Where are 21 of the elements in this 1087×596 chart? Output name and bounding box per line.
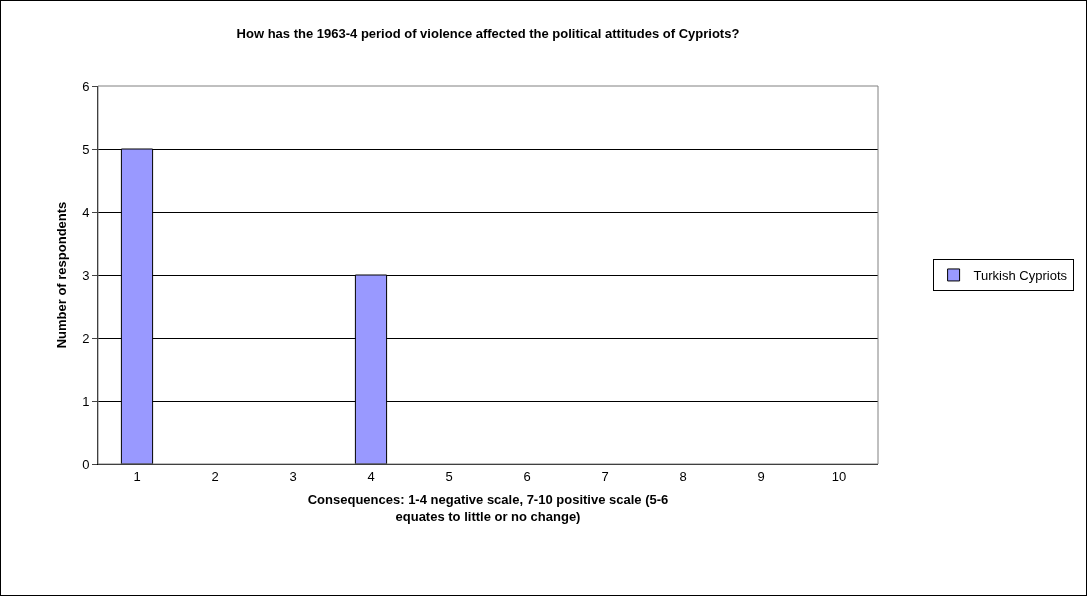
y-tick-label: 6 — [82, 78, 90, 94]
y-tick-label: 0 — [82, 456, 90, 472]
x-tick-label: 5 — [445, 468, 453, 484]
x-tick-label: 9 — [757, 468, 765, 484]
x-tick-label: 2 — [211, 468, 219, 484]
x-tick-label: 7 — [601, 468, 609, 484]
x-tick-label: 6 — [523, 468, 531, 484]
x-tick-label: 4 — [367, 468, 375, 484]
y-axis-title: Number of respondents — [54, 201, 70, 349]
x-tick-label: 1 — [133, 468, 141, 484]
y-tick-label: 1 — [82, 393, 90, 409]
x-tick-label: 10 — [831, 468, 847, 484]
legend-label: Turkish Cypriots — [973, 268, 1068, 284]
x-axis-title: Consequences: 1-4 negative scale, 7-10 positive scale (5-6 equates to little or no change) — [307, 492, 669, 525]
x-tick-label: 8 — [679, 468, 687, 484]
y-tick-label: 5 — [82, 141, 90, 157]
chart-title: How has the 1963-4 period of violence affected the political attitudes of Cypriots? — [236, 26, 740, 42]
y-tick-label: 4 — [82, 204, 90, 220]
y-tick-label: 3 — [82, 267, 90, 283]
y-tick-label: 2 — [82, 330, 90, 346]
x-tick-label: 3 — [289, 468, 297, 484]
